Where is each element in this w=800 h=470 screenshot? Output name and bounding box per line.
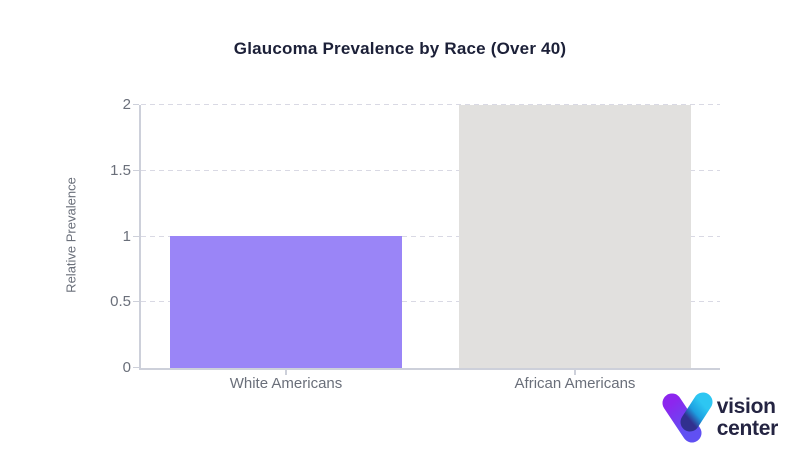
- y-axis-tick-label: 0: [122, 359, 131, 376]
- bar-white-americans: [170, 236, 402, 368]
- y-axis-tick: [133, 170, 139, 171]
- x-axis-category-label: African Americans: [514, 375, 636, 392]
- plot-area: 0 0.5 1 1.5 2 White Americans African American…: [110, 96, 720, 392]
- x-axis-tick: [285, 370, 287, 375]
- y-axis-tick-label: 1.5: [110, 162, 131, 179]
- y-axis-tick-label: 0.5: [110, 293, 131, 310]
- chart-title: Glaucoma Prevalence by Race (Over 40): [233, 39, 567, 58]
- vision-center-logomark-icon: [662, 392, 713, 443]
- y-gridline: [141, 301, 720, 302]
- vision-center-logo: vision center: [659, 391, 778, 445]
- logo-text-line2: center: [716, 417, 779, 440]
- x-axis-tick: [574, 370, 576, 375]
- y-axis-tick: [133, 236, 139, 237]
- y-axis-tick: [133, 104, 139, 105]
- bar-african-americans: [459, 105, 691, 368]
- x-axis-category-label: White Americans: [229, 375, 343, 392]
- y-gridline: [141, 104, 720, 105]
- y-axis-tick-label: 1: [122, 228, 131, 245]
- y-gridline: [141, 236, 720, 237]
- y-axis-title: Relative Prevalence: [63, 177, 79, 293]
- y-axis-tick-label: 2: [122, 96, 131, 113]
- logo-text-line1: vision: [716, 395, 776, 418]
- y-gridline: [141, 170, 720, 171]
- logo-text: vision center: [716, 395, 779, 440]
- y-axis-tick: [133, 367, 139, 368]
- y-axis-tick: [133, 301, 139, 302]
